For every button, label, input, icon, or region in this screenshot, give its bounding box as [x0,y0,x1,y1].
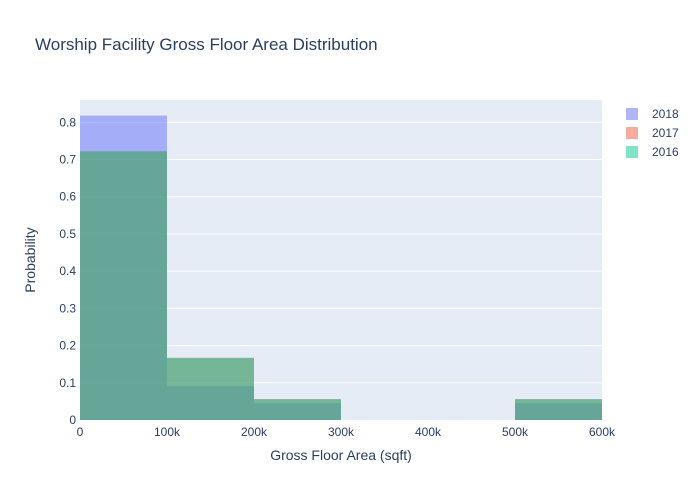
y-tick-label: 0.5 [59,227,76,241]
y-tick-label: 0.7 [59,153,76,167]
legend-label: 2016 [652,145,679,159]
legend-swatch [626,146,638,158]
y-tick-label: 0.4 [59,264,76,278]
x-tick-label: 600k [589,425,616,439]
x-axis-title: Gross Floor Area (sqft) [270,447,412,463]
x-tick-label: 0 [77,425,84,439]
y-tick-label: 0.6 [59,190,76,204]
x-tick-label: 400k [415,425,442,439]
y-axis-ticks: 0 0.1 0.2 0.3 0.4 0.5 0.6 0.7 0.8 [59,115,76,427]
legend-item-2018[interactable]: 2018 [626,107,679,121]
histogram-bar-2016[interactable] [167,357,254,420]
y-tick-label: 0.2 [59,339,76,353]
y-tick-label: 0.8 [59,115,76,129]
legend-label: 2017 [652,126,679,140]
legend-label: 2018 [652,107,679,121]
histogram-bar-2016[interactable] [515,399,602,420]
x-tick-label: 100k [154,425,181,439]
y-tick-label: 0.3 [59,301,76,315]
y-axis-title: Probability [22,227,38,292]
x-axis-ticks: 0 100k 200k 300k 400k 500k 600k [77,425,616,439]
legend-item-2017[interactable]: 2017 [626,126,679,140]
y-tick-label: 0 [69,413,76,427]
legend-item-2016[interactable]: 2016 [626,145,679,159]
x-tick-label: 300k [328,425,355,439]
histogram-bars [80,115,602,421]
histogram-bar-2016[interactable] [254,399,341,420]
chart-title: Worship Facility Gross Floor Area Distri… [35,35,378,54]
histogram-bar-2016[interactable] [80,151,167,421]
x-tick-label: 200k [241,425,268,439]
y-tick-label: 0.1 [59,376,76,390]
legend-swatch [626,108,638,120]
legend[interactable]: 2018 2017 2016 [626,107,679,159]
legend-swatch [626,127,638,139]
x-tick-label: 500k [502,425,529,439]
